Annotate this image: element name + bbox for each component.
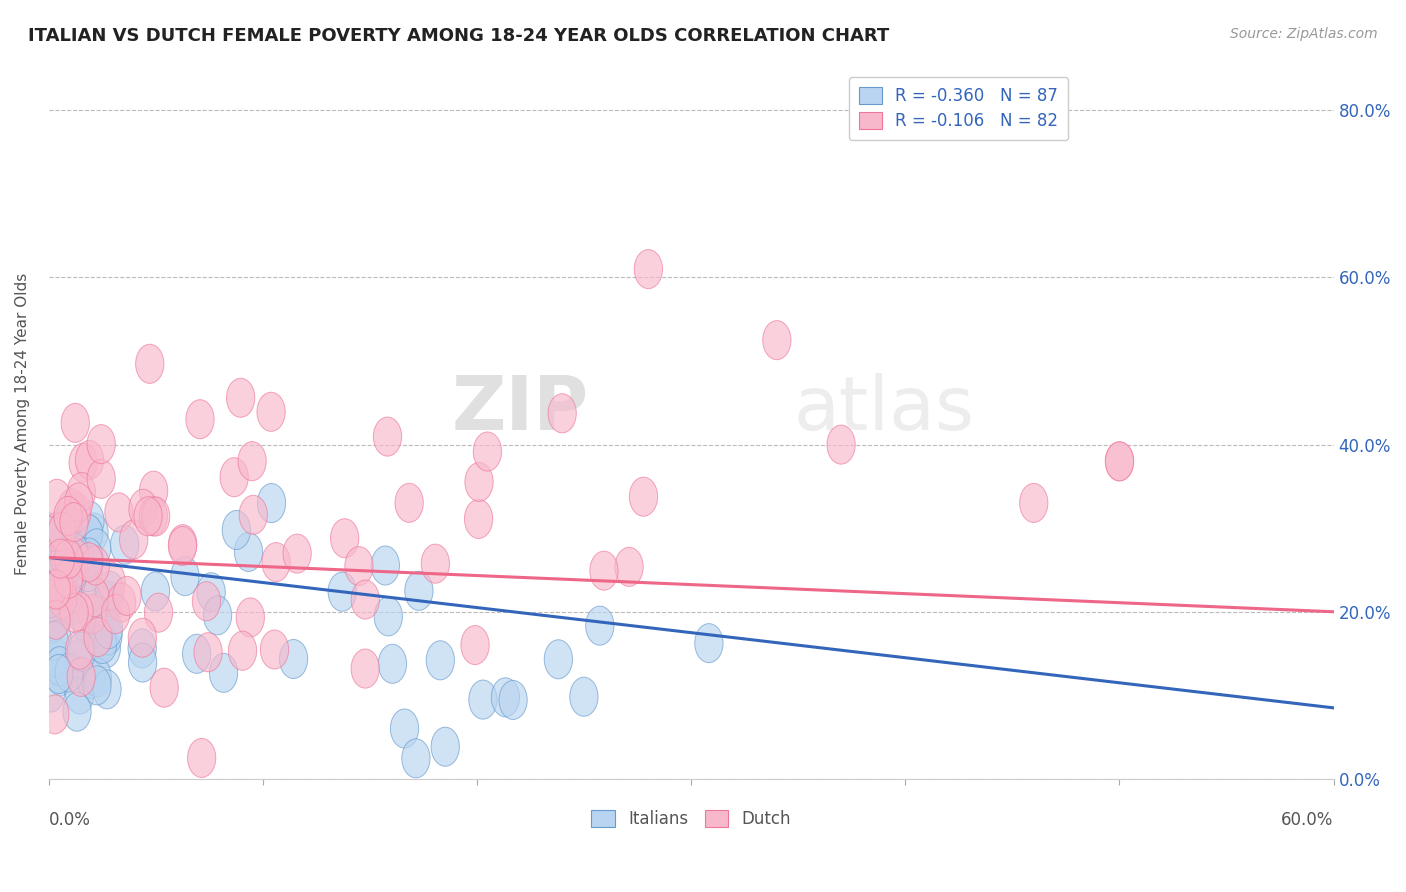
Text: ITALIAN VS DUTCH FEMALE POVERTY AMONG 18-24 YEAR OLDS CORRELATION CHART: ITALIAN VS DUTCH FEMALE POVERTY AMONG 18…	[28, 27, 890, 45]
Text: 0.0%: 0.0%	[49, 811, 90, 829]
Legend: Italians, Dutch: Italians, Dutch	[585, 803, 797, 835]
Text: Source: ZipAtlas.com: Source: ZipAtlas.com	[1230, 27, 1378, 41]
Text: ZIP: ZIP	[451, 373, 588, 446]
Y-axis label: Female Poverty Among 18-24 Year Olds: Female Poverty Among 18-24 Year Olds	[15, 273, 30, 574]
Text: 60.0%: 60.0%	[1281, 811, 1334, 829]
Text: atlas: atlas	[794, 373, 974, 446]
